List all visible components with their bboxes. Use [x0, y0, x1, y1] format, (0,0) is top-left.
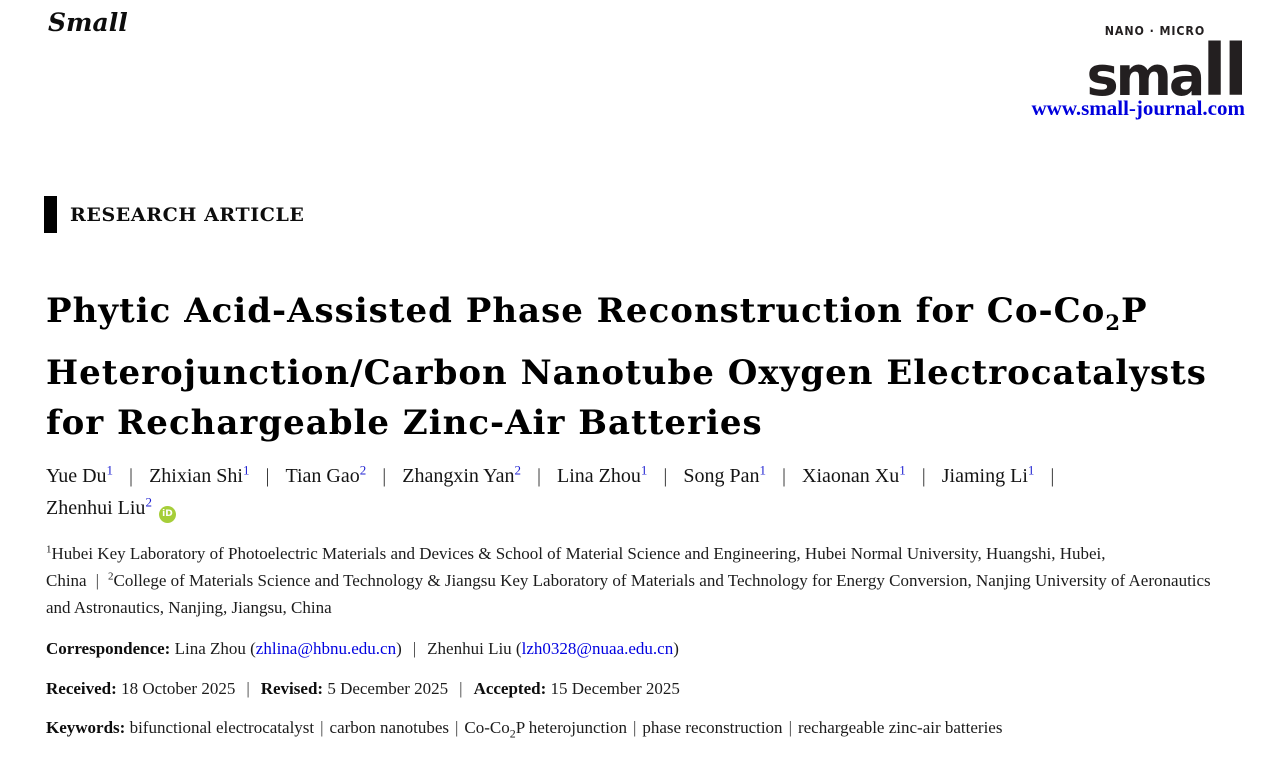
keyword: bifunctional electrocatalyst — [129, 718, 315, 737]
journal-logo: NANO · MICRO small — [1070, 22, 1248, 106]
separator: | — [265, 465, 270, 487]
keywords-line: Keywords: bifunctional electrocatalyst | c… — [46, 718, 1236, 741]
section-bar-decoration — [44, 196, 57, 233]
keyword: rechargeable zinc-air batteries — [797, 718, 1003, 737]
keyword: phase reconstruction — [642, 718, 783, 737]
separator: | — [246, 679, 250, 698]
separator: | — [663, 465, 668, 487]
separator: | — [788, 718, 792, 737]
separator: | — [320, 718, 324, 737]
keyword: carbon nanotubes — [329, 718, 449, 737]
author: Tian Gao2 — [285, 462, 367, 487]
date-item: Revised: 5 December 2025 — [260, 679, 449, 698]
dates-line: Received: 18 October 2025 | Revised: 5 Dec… — [46, 679, 680, 699]
section-label: RESEARCH ARTICLE — [70, 203, 305, 226]
correspondence-label: Correspondence: — [46, 639, 171, 658]
author: Zhixian Shi1 — [149, 462, 250, 487]
affiliation: 2College of Materials Science and Techno… — [46, 570, 1211, 617]
correspondence-email-link[interactable]: lzh0328@nuaa.edu.cn — [521, 639, 674, 658]
affiliation: 1Hubei Key Laboratory of Photoelectric M… — [46, 543, 1106, 590]
logo-wordmark-sma: sma — [1086, 45, 1205, 108]
author: Zhenhui Liu2iD — [46, 494, 176, 523]
author-affiliation-number: 2 — [145, 494, 152, 510]
orcid-icon[interactable]: iD — [158, 506, 176, 523]
separator: | — [382, 465, 387, 487]
correspondence-contact: Zhenhui Liu (lzh0328@nuaa.edu.cn) — [427, 639, 679, 658]
separator: | — [454, 718, 459, 737]
affiliations: 1Hubei Key Laboratory of Photoelectric M… — [46, 540, 1218, 621]
keywords-label: Keywords: — [46, 718, 126, 737]
affiliation-number: 2 — [108, 570, 114, 583]
author-line-1: Yue Du1 | Zhixian Shi1 | Tian Gao2 | Zhangxin … — [46, 460, 1236, 492]
correspondence-email-link[interactable]: zhlina@hbnu.edu.cn — [255, 639, 397, 658]
keyword: Co-Co2P heterojunction — [464, 718, 627, 741]
author-affiliation-number: 1 — [1027, 462, 1035, 478]
author: Yue Du1 — [46, 462, 114, 487]
author: Xiaonan Xu1 — [802, 462, 906, 487]
author: Jiaming Li1 — [941, 462, 1035, 487]
author-affiliation-number: 1 — [899, 462, 906, 478]
separator: | — [782, 465, 787, 487]
author-list: Yue Du1 | Zhixian Shi1 | Tian Gao2 | Zhangxin … — [46, 460, 1236, 524]
separator: | — [412, 639, 417, 658]
date-item: Received: 18 October 2025 — [46, 679, 236, 698]
separator: | — [95, 571, 100, 590]
separator: | — [537, 465, 542, 487]
correspondence-contact: Lina Zhou (zhlina@hbnu.edu.cn) — [174, 639, 402, 658]
correspondence-line: Correspondence: Lina Zhou (zhlina@hbnu.e… — [46, 639, 679, 659]
title-line: Heterojunction/Carbon Nanotube Oxygen El… — [46, 352, 1207, 393]
logo-wordmark: small — [1086, 35, 1248, 108]
separator: | — [129, 465, 134, 487]
author: Lina Zhou1 — [557, 462, 648, 487]
separator: | — [632, 718, 637, 737]
journal-name: Small — [48, 8, 128, 37]
article-title: Phytic Acid-Assisted Phase Reconstructio… — [46, 286, 1236, 448]
logo-wordmark-ll: ll — [1202, 29, 1248, 112]
date-label: Received: — [46, 679, 117, 698]
title-line: for Rechargeable Zinc-Air Batteries — [46, 402, 763, 443]
date-label: Revised: — [260, 679, 324, 698]
author: Zhangxin Yan2 — [402, 462, 522, 487]
author-affiliation-number: 1 — [106, 462, 114, 478]
author-affiliation-number: 2 — [514, 462, 522, 478]
author-affiliation-number: 1 — [759, 462, 767, 478]
author-affiliation-number: 2 — [359, 462, 367, 478]
author: Song Pan1 — [683, 462, 767, 487]
date-label: Accepted: — [473, 679, 547, 698]
title-line: Phytic Acid-Assisted Phase Reconstructio… — [46, 291, 1148, 335]
separator: | — [921, 465, 926, 487]
journal-website-link[interactable]: www.small-journal.com — [1031, 96, 1246, 120]
author-line-2: Zhenhui Liu2iD — [46, 492, 1236, 524]
author-affiliation-number: 1 — [242, 462, 250, 478]
date-item: Accepted: 15 December 2025 — [473, 679, 680, 698]
logo-tagline: NANO · MICRO — [1104, 24, 1205, 38]
affiliation-number: 1 — [46, 543, 52, 556]
separator: | — [459, 679, 463, 698]
author-affiliation-number: 1 — [640, 462, 648, 478]
section-banner: RESEARCH ARTICLE — [44, 196, 304, 233]
separator: | — [1050, 465, 1055, 487]
